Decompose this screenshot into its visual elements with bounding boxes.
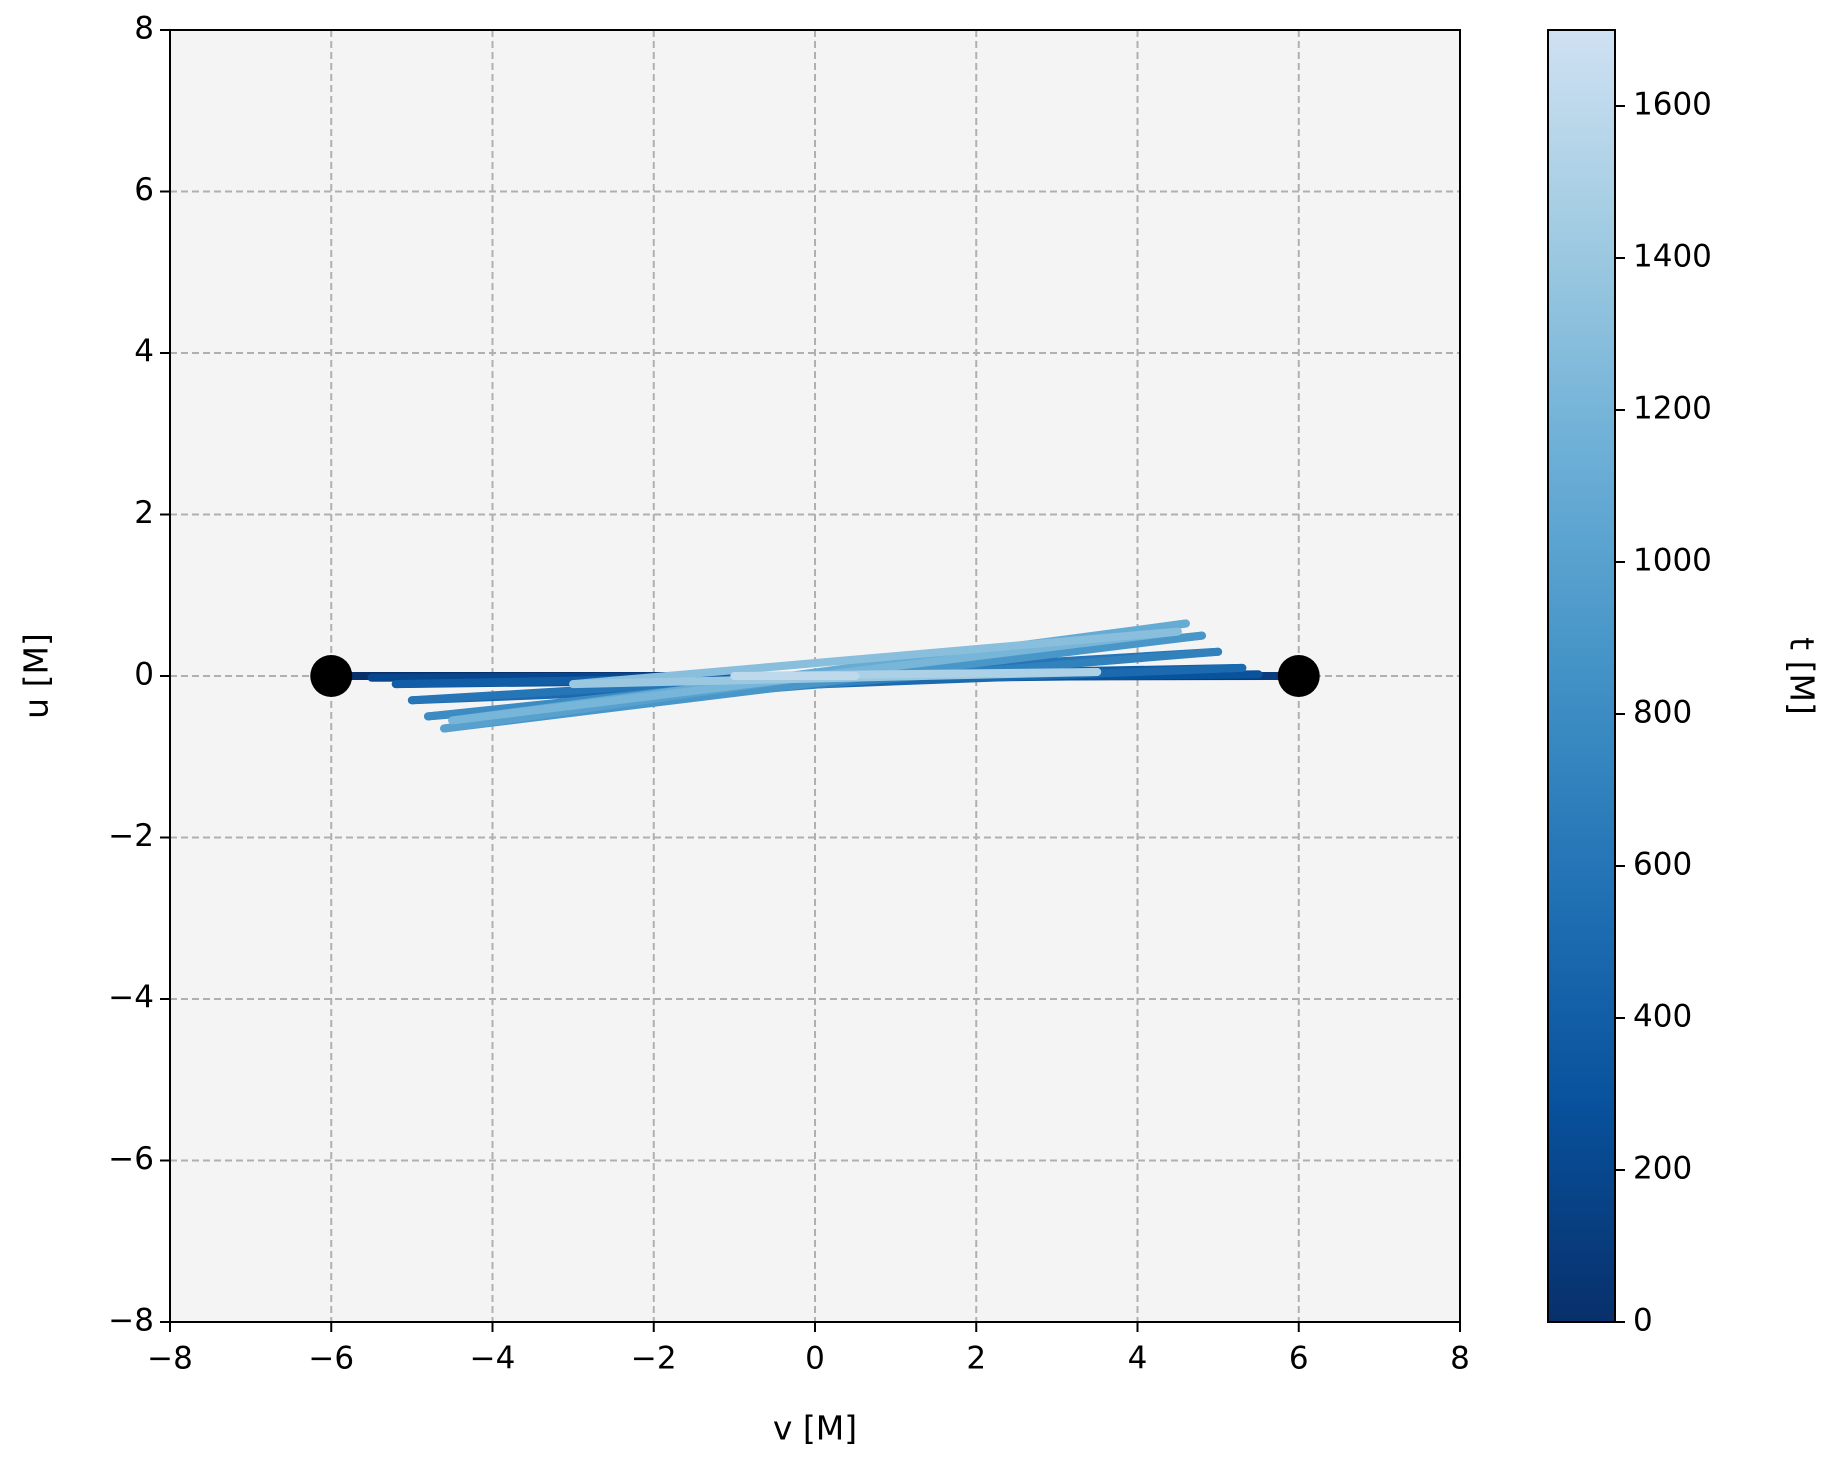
colorbar-label: t [M] <box>1783 637 1822 715</box>
x-tick-label: 6 <box>1289 1341 1309 1377</box>
y-tick-label: 4 <box>134 334 154 370</box>
x-tick-label: 8 <box>1450 1341 1470 1377</box>
colorbar-tick-label: 1600 <box>1633 87 1712 123</box>
x-tick-label: −6 <box>308 1341 354 1377</box>
particle-marker <box>310 655 353 697</box>
y-tick-label: −2 <box>108 818 154 854</box>
particle-marker <box>1277 655 1320 697</box>
colorbar-tick-label: 1200 <box>1633 391 1712 427</box>
x-tick-label: −2 <box>631 1341 677 1377</box>
colorbar-tick-label: 0 <box>1633 1303 1653 1339</box>
colorbar-tick-label: 400 <box>1633 999 1692 1035</box>
x-tick-label: 4 <box>1128 1341 1148 1377</box>
colorbar-tick-label: 800 <box>1633 695 1692 731</box>
x-tick-label: 0 <box>805 1341 825 1377</box>
x-axis-label: v [M] <box>773 1409 857 1448</box>
y-tick-label: −8 <box>108 1303 154 1339</box>
colorbar-tick-label: 1000 <box>1633 543 1712 579</box>
x-tick-label: −4 <box>470 1341 516 1377</box>
colorbar-tick-label: 200 <box>1633 1151 1692 1187</box>
y-axis-label: u [M] <box>17 633 56 719</box>
y-tick-label: −4 <box>108 980 154 1016</box>
y-tick-label: 6 <box>134 172 154 208</box>
colorbar-tick-label: 1400 <box>1633 239 1712 275</box>
y-tick-label: 2 <box>134 495 154 531</box>
y-tick-label: −6 <box>108 1141 154 1177</box>
y-tick-label: 0 <box>134 657 154 693</box>
y-tick-label: 8 <box>134 11 154 47</box>
x-tick-label: 2 <box>966 1341 986 1377</box>
trajectory-segment <box>569 627 1182 689</box>
colorbar <box>1547 29 1616 1323</box>
x-tick-label: −8 <box>147 1341 193 1377</box>
colorbar-tick-label: 600 <box>1633 847 1692 883</box>
